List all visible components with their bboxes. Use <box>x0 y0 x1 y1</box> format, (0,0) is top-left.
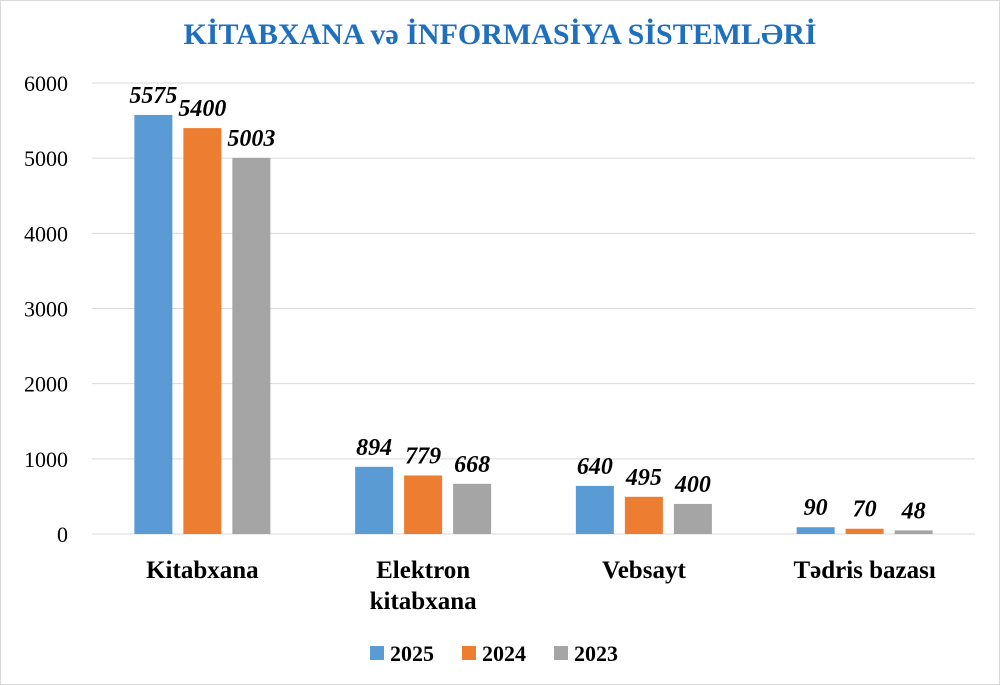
data-label: 70 <box>853 497 877 523</box>
bar <box>453 483 492 534</box>
data-label: 894 <box>356 435 392 461</box>
y-tick-label: 1000 <box>24 447 68 472</box>
bar <box>183 128 222 534</box>
category-label: kitabxana <box>370 588 477 615</box>
category-label: Tədris bazası <box>793 557 935 584</box>
y-tick-label: 3000 <box>24 297 68 322</box>
grid-lines <box>92 82 975 535</box>
y-tick-label: 2000 <box>24 372 68 397</box>
bar <box>404 475 443 534</box>
bar <box>134 114 173 534</box>
y-axis: 0 1000 2000 3000 4000 5000 6000 <box>24 71 68 547</box>
bar <box>624 496 663 534</box>
bar <box>673 503 712 534</box>
data-label: 779 <box>405 443 441 469</box>
data-label: 5575 <box>129 83 177 109</box>
bar <box>894 530 933 534</box>
category-label: Vebsayt <box>602 557 686 584</box>
chart-title: KİTABXANA və İNFORMASİYA SİSTEMLƏRİ <box>183 18 816 51</box>
data-label: 495 <box>625 465 662 491</box>
legend-swatch <box>462 646 476 660</box>
data-label: 5400 <box>178 96 226 122</box>
bar <box>355 466 394 534</box>
bar <box>845 528 884 534</box>
data-label: 640 <box>577 454 613 480</box>
category-label: Elektron <box>376 557 470 584</box>
y-tick-label: 0 <box>57 522 68 547</box>
data-label: 48 <box>901 498 926 524</box>
y-tick-label: 5000 <box>24 146 68 171</box>
data-label: 668 <box>454 452 490 478</box>
bar <box>796 527 835 534</box>
legend: 2025 2024 2023 <box>370 641 618 666</box>
legend-label: 2025 <box>390 641 434 666</box>
legend-label: 2024 <box>482 641 526 666</box>
legend-label: 2023 <box>574 641 618 666</box>
data-label: 5003 <box>227 126 275 152</box>
y-tick-label: 6000 <box>24 71 68 96</box>
data-label: 400 <box>674 472 711 498</box>
bars <box>134 114 933 534</box>
legend-swatch <box>554 646 568 660</box>
y-tick-label: 4000 <box>24 221 68 246</box>
data-label: 90 <box>804 495 828 521</box>
category-label: Kitabxana <box>146 557 259 584</box>
x-axis: Kitabxana Elektron kitabxana Vebsayt Tədris … <box>146 557 936 615</box>
bar <box>575 485 614 534</box>
legend-swatch <box>370 646 384 660</box>
bar <box>232 157 271 534</box>
